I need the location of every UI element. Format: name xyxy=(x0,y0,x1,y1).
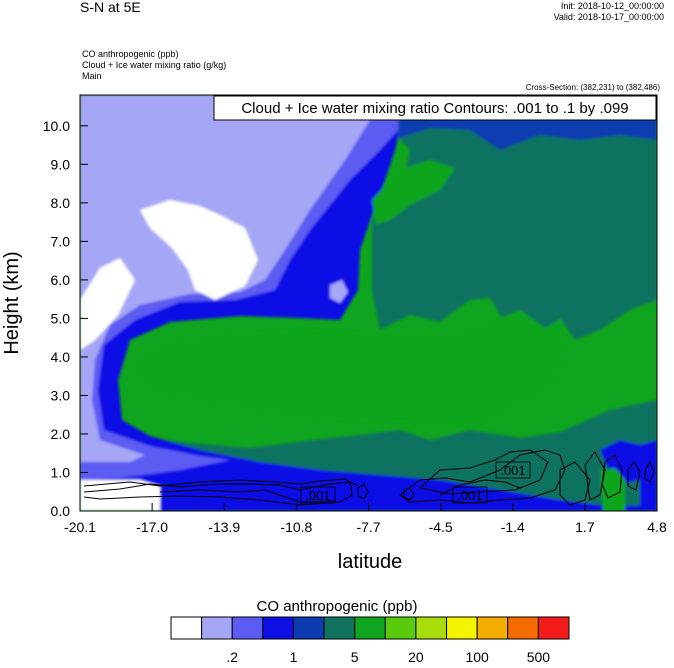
band-lightblue-patch xyxy=(330,280,348,303)
colorbar-swatch xyxy=(507,616,539,640)
contour-line xyxy=(83,478,359,487)
contour-line xyxy=(357,483,369,500)
y-tick-label: 9.0 xyxy=(51,156,71,172)
x-tick-label: -13.9 xyxy=(208,519,240,535)
field-main: Main xyxy=(82,71,102,81)
contour-line xyxy=(159,489,336,503)
colorbar-swatch xyxy=(446,616,478,640)
colorbar-swatch xyxy=(231,616,264,640)
contour-line xyxy=(644,460,655,483)
colorbar-swatch xyxy=(537,616,570,640)
contour-line xyxy=(627,461,641,491)
x-axis: -20.1 -17.0 -13.9 -10.8 -7.7 -4.5 -1.4 1.7 4.8 xyxy=(64,503,667,535)
y-tick-label: 2.0 xyxy=(51,426,71,442)
contour-value-label: .001 xyxy=(457,488,482,503)
colorbar-swatch xyxy=(292,616,325,640)
x-tick-label: -7.7 xyxy=(356,519,380,535)
plot-title: S-N at 5E xyxy=(80,0,141,15)
cloud-ice-contours xyxy=(83,449,655,506)
y-tick-label: 0.0 xyxy=(51,503,71,519)
colorbar-label: 1 xyxy=(290,649,298,665)
y-axis-label: Height (km) xyxy=(1,251,23,354)
colorbar-swatch xyxy=(262,616,294,640)
contour-line xyxy=(418,449,549,495)
contour-line xyxy=(403,487,415,501)
x-tick-label: -17.0 xyxy=(136,519,168,535)
y-axis: 0.0 1.0 2.0 3.0 4.0 5.0 6.0 7.0 8.0 9.0 10.0 xyxy=(43,118,88,519)
x-tick-label: 1.7 xyxy=(575,519,595,535)
time-info: Init: 2018-10-12_00:00:00 Valid: 2018-10… xyxy=(554,1,664,23)
x-tick-label: 4.8 xyxy=(647,519,667,535)
y-tick-label: 3.0 xyxy=(51,387,71,403)
contour-value-label: .001 xyxy=(500,463,525,478)
cross-section-label: Cross-Section: (382,231) to (382,486) xyxy=(525,83,660,92)
y-tick-label: 10.0 xyxy=(43,118,70,134)
colorbar: .2 1 5 20 100 500 xyxy=(170,616,570,665)
band-white-3 xyxy=(80,480,160,511)
y-tick-label: 4.0 xyxy=(51,349,71,365)
colorbar-swatch xyxy=(415,616,448,640)
y-tick-label: 7.0 xyxy=(51,233,71,249)
y-tick-label: 8.0 xyxy=(51,195,71,211)
colorbar-label: 100 xyxy=(465,649,489,665)
contour-line xyxy=(559,461,591,506)
band-green-tongue xyxy=(132,310,565,426)
x-tick-label: -20.1 xyxy=(64,519,96,535)
contour-value-label: .001 xyxy=(305,488,330,503)
colorbar-swatch xyxy=(384,616,417,640)
colorbar-swatch xyxy=(476,616,509,640)
colorbar-label: .2 xyxy=(226,649,238,665)
field-co: CO anthropogenic (ppb) xyxy=(82,49,179,59)
valid-time: Valid: 2018-10-17_00:00:00 xyxy=(553,12,664,22)
colorbar-title: CO anthropogenic (ppb) xyxy=(256,598,418,615)
x-axis-label: latitude xyxy=(338,551,403,573)
band-white-1 xyxy=(80,258,135,350)
band-white-2 xyxy=(140,200,258,300)
y-tick-label: 6.0 xyxy=(51,272,71,288)
contour-line xyxy=(399,449,566,504)
field-descriptions: CO anthropogenic (ppb) Cloud + Ice water… xyxy=(82,49,226,82)
filled-contours xyxy=(80,95,657,511)
x-tick-label: -1.4 xyxy=(501,519,525,535)
x-tick-label: -10.8 xyxy=(280,519,312,535)
contour-info-label: Cloud + Ice water mixing ratio Contours:… xyxy=(241,100,628,117)
contour-value-labels: .001 .001 .001 xyxy=(300,461,531,504)
init-time: Init: 2018-10-12_00:00:00 xyxy=(560,1,664,11)
colorbar-swatch xyxy=(323,616,356,640)
y-tick-label: 5.0 xyxy=(51,310,71,326)
colorbar-swatch xyxy=(354,616,386,640)
colorbar-label: 500 xyxy=(527,649,551,665)
field-cloud: Cloud + Ice water mixing ratio (g/kg) xyxy=(82,60,227,70)
contour-info-box: Cloud + Ice water mixing ratio Contours:… xyxy=(213,95,657,121)
x-tick-label: -4.5 xyxy=(429,519,453,535)
colorbar-label: 5 xyxy=(351,649,359,665)
colorbar-swatch xyxy=(201,616,233,640)
y-tick-label: 1.0 xyxy=(51,464,71,480)
band-green-right xyxy=(600,468,625,511)
colorbar-swatch xyxy=(170,616,203,640)
band-green-top xyxy=(372,160,455,224)
contour-line xyxy=(601,454,623,499)
colorbar-label: 20 xyxy=(408,649,424,665)
